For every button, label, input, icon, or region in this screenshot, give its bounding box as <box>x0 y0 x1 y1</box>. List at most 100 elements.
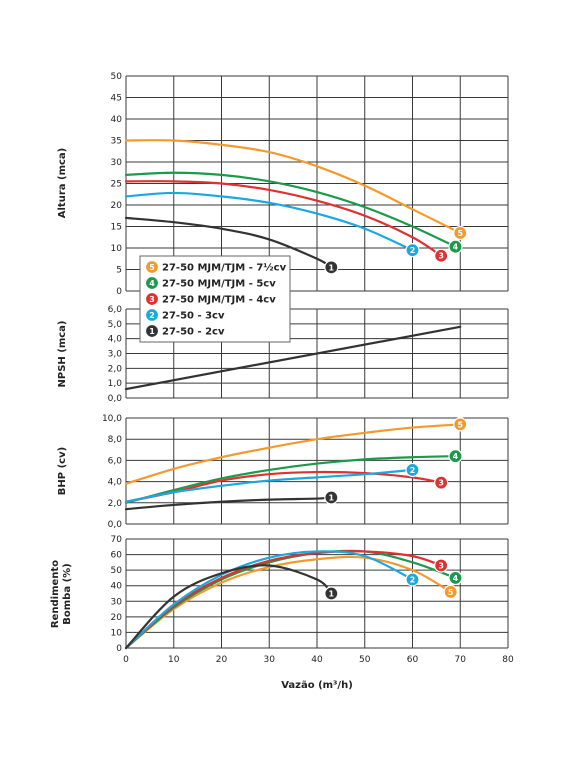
y-axis-title-altura: Altura (mca) <box>57 148 68 218</box>
legend-label-1: 27-50 - 2cv <box>162 327 225 338</box>
series-altura-1-badge-circle <box>324 260 339 275</box>
legend-badge-4: 4 <box>144 275 160 291</box>
series-bhp-4-badge-circle <box>448 449 463 464</box>
x-tick-label: 60 <box>407 655 419 665</box>
series-bhp-1-badge-number: 1 <box>329 494 335 503</box>
y-tick-label: 0,0 <box>108 520 123 530</box>
series-bhp-5-badge-circle <box>453 417 468 432</box>
series-bhp-3-badge-number: 3 <box>438 479 444 488</box>
legend-badge-5-number: 5 <box>149 263 155 272</box>
y-tick-label: 10 <box>111 244 123 254</box>
x-tick-label: 80 <box>502 655 514 665</box>
series-altura-2-badge-number: 2 <box>410 246 416 255</box>
legend-badge-3-number: 3 <box>149 295 155 304</box>
series-altura-5-badge-number: 5 <box>457 229 463 238</box>
x-tick-label: 10 <box>168 655 180 665</box>
series-bhp-3-badge: 3 <box>434 475 449 490</box>
y-tick-label: 20 <box>111 201 123 211</box>
series-rendimento-4-badge-circle <box>448 570 463 586</box>
series-altura-1 <box>124 216 333 269</box>
x-tick-label: 0 <box>123 655 129 665</box>
series-bhp-5 <box>124 423 462 485</box>
y-tick-label: 0,0 <box>108 394 123 404</box>
y-tick-label: 30 <box>111 597 123 607</box>
series-rendimento-5-badge-circle <box>443 584 458 600</box>
series-altura-5-badge: 5 <box>453 225 468 241</box>
series-rendimento-2-badge-number: 2 <box>410 575 416 584</box>
y-axis-title-rendimento: RendimentoBomba (%) <box>50 560 73 628</box>
y-tick-label: 2,0 <box>108 499 123 509</box>
series-altura-2 <box>124 191 414 252</box>
series-altura-1-badge: 1 <box>324 260 339 275</box>
x-tick-label: 20 <box>216 655 228 665</box>
series-bhp-4 <box>124 455 457 504</box>
legend-entry-2: 2 27-50 - 3cv <box>144 307 225 323</box>
y-tick-label: 30 <box>111 158 123 168</box>
panel-bhp: 0,0 2,0 4,0 6,0 8,0 10,0 BHP (cv) 5 4 3 2 1 <box>57 414 509 530</box>
legend-badge-5-circle <box>144 259 160 275</box>
y-tick-label: 25 <box>111 180 122 190</box>
series-bhp-2 <box>124 468 414 503</box>
legend: 5 27-50 MJM/TJM - 7½cv 4 27-50 MJM/TJM - 5c… <box>139 255 291 343</box>
y-tick-label: 2,0 <box>108 364 123 374</box>
series-rendimento-5-badge: 5 <box>443 584 458 600</box>
legend-badge-2-number: 2 <box>149 311 155 320</box>
series-altura-3 <box>124 180 443 257</box>
series-rendimento-3-badge: 3 <box>434 558 449 573</box>
y-tick-label: 45 <box>111 94 122 104</box>
series-rendimento-3 <box>124 550 443 650</box>
series-rendimento-2-badge: 2 <box>405 572 420 587</box>
y-tick-label: 20 <box>111 613 123 623</box>
series-rendimento-4-badge-number: 4 <box>453 574 459 583</box>
series-bhp-2-badge-number: 2 <box>410 466 416 475</box>
legend-badge-5: 5 <box>144 259 160 275</box>
series-altura-3-badge-circle <box>434 248 449 263</box>
series-altura-2-badge-circle <box>405 243 420 258</box>
legend-label-2: 27-50 - 3cv <box>162 311 225 322</box>
series-altura-3-badge-number: 3 <box>438 252 444 261</box>
series-altura-3-badge: 3 <box>434 248 449 263</box>
series-bhp-2-badge-circle <box>405 462 420 478</box>
series-bhp-2-badge: 2 <box>405 462 420 478</box>
series-altura-4-badge-circle <box>448 239 463 254</box>
y-tick-label: 40 <box>111 115 123 125</box>
series-rendimento-4-badge: 4 <box>448 570 463 586</box>
series-rendimento-2 <box>124 550 414 650</box>
legend-badge-4-number: 4 <box>149 279 155 288</box>
y-tick-label: 40 <box>111 582 123 592</box>
series-rendimento-1 <box>124 564 333 650</box>
series-bhp-3-badge-circle <box>434 475 449 490</box>
y-tick-label: 70 <box>111 535 123 545</box>
y-tick-label: 10,0 <box>102 414 122 424</box>
legend-entry-3: 3 27-50 MJM/TJM - 4cv <box>144 291 276 307</box>
series-bhp-1 <box>124 496 333 511</box>
x-tick-label: 70 <box>455 655 467 665</box>
series-rendimento-3-badge-circle <box>434 558 449 573</box>
y-tick-label: 5,0 <box>108 320 123 330</box>
y-tick-label: 10 <box>111 628 123 638</box>
x-tick-label: 30 <box>264 655 276 665</box>
series-bhp-4-badge: 4 <box>448 449 463 464</box>
series-bhp-1-badge: 1 <box>324 490 339 505</box>
legend-label-5: 27-50 MJM/TJM - 7½cv <box>162 263 287 274</box>
x-tick-label: 40 <box>311 655 323 665</box>
series-altura-4 <box>124 171 457 248</box>
series-rendimento-4 <box>124 549 457 650</box>
legend-entry-4: 4 27-50 MJM/TJM - 5cv <box>144 275 276 291</box>
legend-badge-4-circle <box>144 275 160 291</box>
series-bhp-5-badge: 5 <box>453 417 468 432</box>
y-tick-label: 0 <box>116 287 122 297</box>
series-bhp-1-badge-circle <box>324 490 339 505</box>
legend-badge-1-circle <box>144 323 160 339</box>
y-tick-label: 50 <box>111 72 123 82</box>
series-rendimento-5-badge-number: 5 <box>448 588 454 597</box>
y-tick-label: 4,0 <box>108 335 123 345</box>
series-npsh-line <box>124 325 462 391</box>
legend-badge-1: 1 <box>144 323 160 339</box>
series-altura-1-badge-number: 1 <box>329 263 335 272</box>
y-tick-label: 3,0 <box>108 350 123 360</box>
y-tick-label: 0 <box>116 644 122 654</box>
